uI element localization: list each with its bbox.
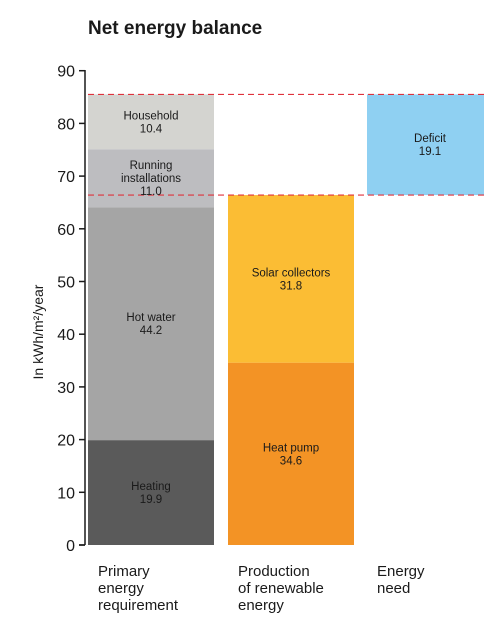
y-tick-label-70: 70 [57, 169, 75, 186]
category-label-1: Production [238, 563, 310, 580]
segment-label-running-installations: Running [130, 160, 173, 172]
y-tick-label-80: 80 [57, 116, 75, 133]
category-label-0: Primary [98, 563, 150, 580]
segment-label-solar-collectors: Solar collectors [252, 267, 331, 279]
y-axis: 0 10 20 30 40 50 60 70 80 90 [57, 64, 86, 555]
category-label-1: of renewable [238, 580, 324, 597]
category-label-0: requirement [98, 597, 179, 614]
chart-title: Net energy balance [88, 18, 262, 39]
bar-segment-running-installations [88, 149, 214, 208]
bar-segment-deficit [367, 94, 484, 196]
segment-label-household: Household [124, 110, 179, 122]
y-tick-label-50: 50 [57, 275, 75, 292]
segment-value-household: 10.4 [140, 123, 163, 135]
y-tick-label-30: 30 [57, 380, 75, 397]
y-tick-label-60: 60 [57, 222, 75, 239]
segment-label-hot-water: Hot water [126, 312, 175, 324]
segment-label-heat-pump: Heat pump [263, 442, 319, 454]
bar-segment-household [88, 94, 214, 150]
segment-value-heat-pump: 34.6 [280, 455, 302, 467]
segment-value-solar-collectors: 31.8 [280, 280, 302, 292]
bar-segment-hot-water [88, 207, 214, 441]
category-label-2: need [377, 580, 410, 597]
y-tick-label-40: 40 [57, 327, 75, 344]
segment-label-deficit: Deficit [414, 133, 447, 145]
bars-layer [88, 94, 484, 545]
segment-label-running-installations: installations [121, 173, 181, 185]
category-label-2: Energy [377, 563, 425, 580]
category-label-1: energy [238, 597, 284, 614]
segment-value-heating: 19.9 [140, 494, 162, 506]
reference-lines-layer [88, 93, 484, 196]
bar-segment-solar-collectors [228, 195, 354, 363]
segment-value-running-installations: 11.0 [140, 186, 162, 198]
segment-value-hot-water: 44.2 [140, 325, 162, 337]
bar-segment-heat-pump [228, 362, 354, 545]
y-tick-label-10: 10 [57, 485, 75, 502]
segment-label-heating: Heating [131, 481, 171, 493]
y-tick-label-20: 20 [57, 433, 75, 450]
category-label-0: energy [98, 580, 144, 597]
bar-segment-heating [88, 440, 214, 545]
y-tick-label-90: 90 [57, 64, 75, 81]
y-tick-label-0: 0 [66, 538, 75, 555]
segment-value-deficit: 19.1 [419, 146, 441, 158]
y-axis-label: In kWh/m²/year [30, 284, 46, 379]
